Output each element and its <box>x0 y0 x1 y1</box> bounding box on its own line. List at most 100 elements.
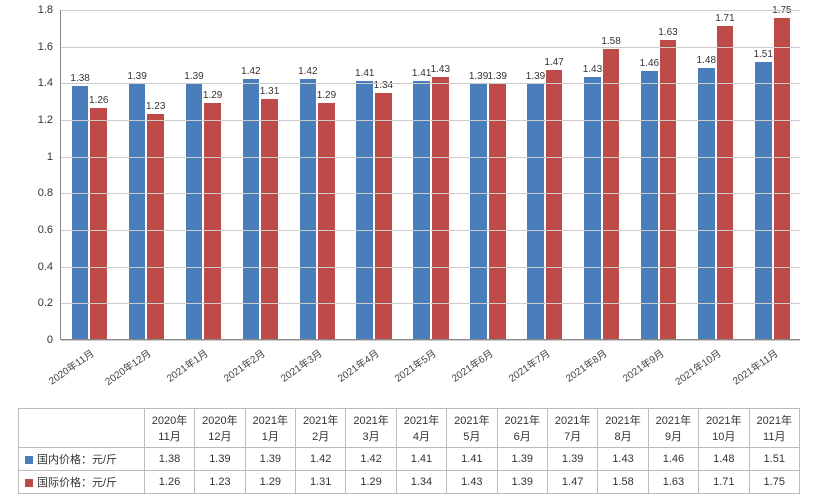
table-corner-cell <box>19 409 145 448</box>
table-cell: 1.41 <box>447 448 497 471</box>
table-col-header: 2021年1月 <box>245 409 295 448</box>
y-tick-label: 0 <box>47 334 53 346</box>
table-cell: 1.31 <box>295 471 345 494</box>
table-cell: 1.39 <box>497 471 547 494</box>
table-body: 国内价格：元/斤1.381.391.391.421.421.411.411.39… <box>19 448 800 494</box>
table-col-header: 2021年10月 <box>699 409 749 448</box>
table-cell: 1.43 <box>447 471 497 494</box>
table-cell: 1.29 <box>245 471 295 494</box>
table-col-header: 2021年3月 <box>346 409 396 448</box>
gridline <box>61 340 800 341</box>
y-tick-label: 1.4 <box>38 77 53 89</box>
bar-domestic: 1.38 <box>72 86 89 339</box>
table-cell: 1.42 <box>346 448 396 471</box>
table-cell: 1.26 <box>144 471 194 494</box>
x-tick-label: 2020年11月 <box>45 345 97 387</box>
table-cell: 1.46 <box>648 448 698 471</box>
bar-value-label: 1.39 <box>184 71 203 82</box>
bar-value-label: 1.46 <box>640 58 659 69</box>
series-name: 国内价格：元/斤 <box>37 454 117 466</box>
table-cell: 1.39 <box>245 448 295 471</box>
series-name: 国际价格：元/斤 <box>37 477 117 489</box>
x-tick-label: 2021年8月 <box>562 345 610 385</box>
table-cell: 1.51 <box>749 448 800 471</box>
gridline <box>61 47 800 48</box>
gridline <box>61 230 800 231</box>
x-axis-labels: 2020年11月2020年12月2021年1月2021年2月2021年3月202… <box>60 345 800 405</box>
gridline <box>61 120 800 121</box>
gridline <box>61 83 800 84</box>
bar-domestic: 1.42 <box>243 79 260 339</box>
x-tick-label: 2021年2月 <box>220 345 268 385</box>
bar-domestic: 1.51 <box>755 62 772 339</box>
table-cell: 1.58 <box>598 471 648 494</box>
bar-value-label: 1.63 <box>658 27 677 38</box>
table-row: 国际价格：元/斤1.261.231.291.311.291.341.431.39… <box>19 471 800 494</box>
table-col-header: 2021年6月 <box>497 409 547 448</box>
table-cell: 1.63 <box>648 471 698 494</box>
gridline <box>61 157 800 158</box>
x-tick-label: 2021年5月 <box>391 345 439 385</box>
bar-international: 1.75 <box>774 18 791 339</box>
y-tick-label: 0.2 <box>38 297 53 309</box>
legend-marker-domestic <box>25 456 33 464</box>
table-cell: 1.23 <box>195 471 245 494</box>
gridline <box>61 10 800 11</box>
table-col-header: 2021年11月 <box>749 409 800 448</box>
bar-value-label: 1.39 <box>526 71 545 82</box>
bar-value-label: 1.23 <box>146 101 165 112</box>
gridline <box>61 267 800 268</box>
data-table: 2020年11月2020年12月2021年1月2021年2月2021年3月202… <box>18 408 800 494</box>
bar-value-label: 1.26 <box>89 95 108 106</box>
table-col-header: 2021年4月 <box>396 409 446 448</box>
bar-international: 1.43 <box>432 77 449 339</box>
table-cell: 1.48 <box>699 448 749 471</box>
bar-international: 1.34 <box>375 93 392 339</box>
bar-value-label: 1.43 <box>431 64 450 75</box>
table-cell: 1.47 <box>547 471 597 494</box>
bar-value-label: 1.39 <box>487 71 506 82</box>
bar-value-label: 1.47 <box>544 57 563 68</box>
table-cell: 1.75 <box>749 471 800 494</box>
bar-value-label: 1.39 <box>127 71 146 82</box>
bar-domestic: 1.43 <box>584 77 601 339</box>
x-tick-label: 2021年9月 <box>619 345 667 385</box>
bar-international: 1.26 <box>90 108 107 339</box>
x-tick-label: 2021年10月 <box>671 345 723 388</box>
y-tick-label: 0.4 <box>38 261 53 273</box>
bar-value-label: 1.48 <box>697 55 716 66</box>
bar-international: 1.23 <box>147 114 164 340</box>
gridline <box>61 303 800 304</box>
x-tick-label: 2020年12月 <box>102 345 154 388</box>
table-col-header: 2021年7月 <box>547 409 597 448</box>
bar-domestic: 1.46 <box>641 71 658 339</box>
bar-domestic: 1.42 <box>300 79 317 339</box>
table-col-header: 2020年11月 <box>144 409 194 448</box>
bar-domestic: 1.39 <box>527 84 544 339</box>
bar-international: 1.71 <box>717 26 734 340</box>
bar-value-label: 1.42 <box>241 66 260 77</box>
table-col-header: 2021年5月 <box>447 409 497 448</box>
table-cell: 1.42 <box>295 448 345 471</box>
bars-layer: 1.381.261.391.231.391.291.421.311.421.29… <box>61 10 800 339</box>
table-col-header: 2020年12月 <box>195 409 245 448</box>
legend-marker-international <box>25 479 33 487</box>
bar-international: 1.47 <box>546 70 563 340</box>
x-tick-label: 2021年11月 <box>728 345 780 387</box>
x-tick-label: 2021年6月 <box>448 345 496 385</box>
x-tick-label: 2021年7月 <box>505 345 553 385</box>
bar-value-label: 1.41 <box>412 68 431 79</box>
table-head-row: 2020年11月2020年12月2021年1月2021年2月2021年3月202… <box>19 409 800 448</box>
table-cell: 1.39 <box>195 448 245 471</box>
chart-container: 1.381.261.391.231.391.291.421.311.421.29… <box>0 0 813 503</box>
bar-domestic: 1.48 <box>698 68 715 339</box>
table-col-header: 2021年2月 <box>295 409 345 448</box>
bar-domestic: 1.39 <box>129 84 146 339</box>
bar-international: 1.63 <box>660 40 677 339</box>
plot-area: 1.381.261.391.231.391.291.421.311.421.29… <box>60 10 800 340</box>
x-tick-label: 2021年4月 <box>334 345 382 385</box>
y-tick-label: 1.8 <box>38 4 53 16</box>
bar-value-label: 1.42 <box>298 66 317 77</box>
y-tick-label: 0.6 <box>38 224 53 236</box>
table-col-header: 2021年9月 <box>648 409 698 448</box>
